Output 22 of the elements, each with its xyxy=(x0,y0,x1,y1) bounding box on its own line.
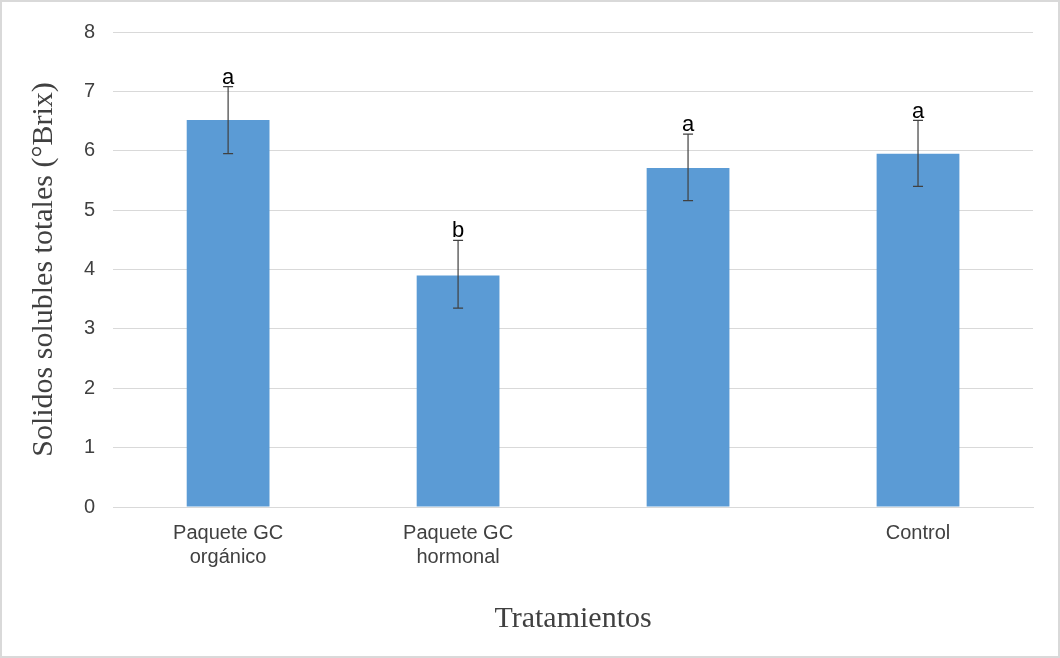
x-axis-title: Tratamientos xyxy=(494,599,652,633)
x-tick-label: Control xyxy=(885,520,951,543)
y-tick-label: 8 xyxy=(84,19,96,42)
y-tick-label: 4 xyxy=(84,257,96,280)
y-tick-label: 1 xyxy=(84,435,96,458)
bar xyxy=(646,167,730,507)
annotation: a xyxy=(911,97,925,123)
annotation: a xyxy=(681,111,695,137)
y-tick-label: 7 xyxy=(84,78,96,101)
bar xyxy=(186,119,270,507)
y-tick-label: 2 xyxy=(84,375,96,398)
annotation: b xyxy=(451,217,465,243)
y-tick-label: 6 xyxy=(84,138,96,161)
y-axis-title: Solidos solubles totales (°Brix) xyxy=(24,82,59,457)
annotation: a xyxy=(221,63,235,89)
y-tick-label: 0 xyxy=(84,494,96,517)
bar xyxy=(876,153,960,507)
y-tick-label: 5 xyxy=(84,197,96,220)
x-tick-label: Paquete GC orgánico xyxy=(173,520,284,567)
bar xyxy=(416,275,500,507)
y-tick-label: 3 xyxy=(84,316,96,339)
x-tick-label: Paquete GC hormonal xyxy=(403,520,514,567)
